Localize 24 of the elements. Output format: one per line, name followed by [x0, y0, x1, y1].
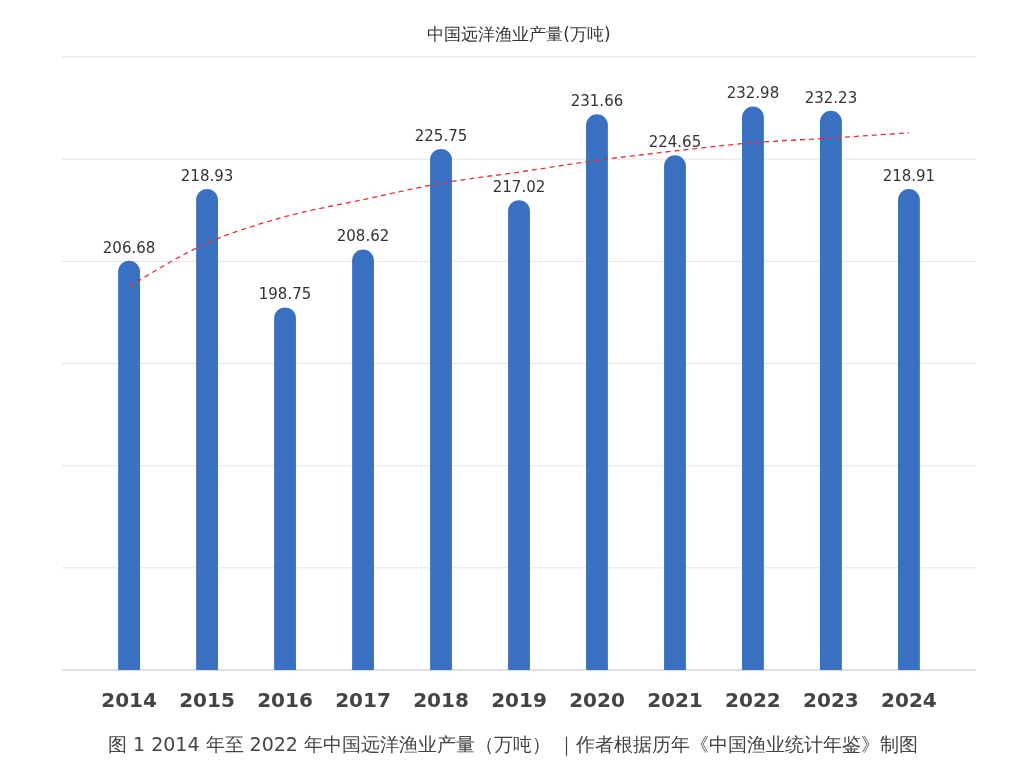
x-tick-label: 2014 — [101, 688, 157, 712]
data-label: 232.23 — [804, 88, 858, 107]
x-tick-label: 2019 — [491, 688, 547, 712]
x-tick-label: 2017 — [335, 688, 391, 712]
data-label: 232.98 — [726, 84, 780, 103]
data-label: 224.65 — [648, 133, 702, 152]
chart-title: 中国远洋渔业产量(万吨) — [427, 24, 611, 44]
x-tick-label: 2024 — [881, 688, 937, 712]
data-label: 218.91 — [882, 167, 936, 186]
data-label: 225.75 — [414, 126, 468, 145]
x-tick-label: 2020 — [569, 688, 625, 712]
x-tick-label: 2023 — [803, 688, 859, 712]
data-label: 217.02 — [492, 178, 546, 197]
x-tick-label: 2022 — [725, 688, 781, 712]
x-tick-label: 2018 — [413, 688, 469, 712]
data-label: 208.62 — [336, 227, 390, 246]
x-tick-label: 2021 — [647, 688, 703, 712]
data-label: 198.75 — [258, 285, 312, 304]
caption: 图 1 2014 年至 2022 年中国远洋渔业产量（万吨） ｜作者根据历年《中国渔业统计年鉴》制图 — [107, 733, 919, 756]
data-label: 231.66 — [570, 92, 624, 111]
x-tick-label: 2016 — [257, 688, 313, 712]
x-tick-label: 2015 — [179, 688, 235, 712]
data-label: 218.93 — [180, 166, 234, 185]
data-label: 206.68 — [102, 238, 156, 257]
